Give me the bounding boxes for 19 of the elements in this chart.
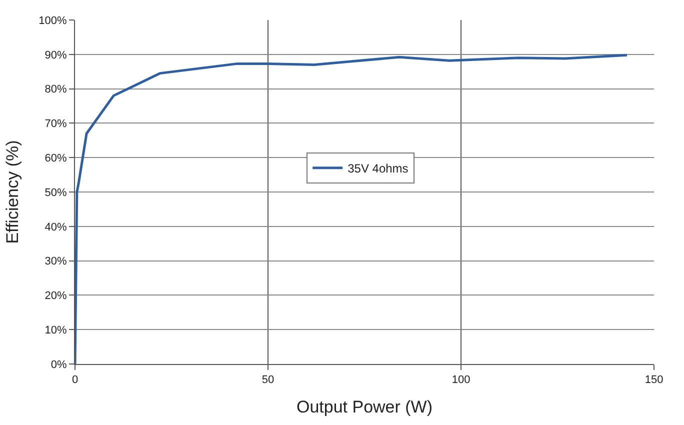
y-tick-label: 100% [38,14,68,27]
y-tick-label: 60% [44,152,68,164]
y-tick-label: 40% [44,221,68,234]
x-tick-label: 150 [644,374,664,386]
x-axis-title: Output Power (W) [296,398,433,417]
y-tick-label: 90% [44,49,68,62]
y-tick-label: 20% [44,290,68,302]
x-tick-label: 0 [72,374,78,386]
y-axis-title: Efficiency (%) [3,140,22,244]
y-tick-label: 50% [44,186,68,199]
y-tick-label: 70% [44,118,68,130]
y-tick-label: 10% [44,324,68,336]
legend-label: 35V 4ohms [348,162,408,176]
y-tick-label: 30% [44,256,68,268]
y-tick-label: 0% [50,358,68,371]
x-tick-label: 50 [262,374,274,386]
x-tick-label: 100 [452,374,470,386]
y-tick-label: 80% [44,84,68,96]
line-series [75,54,628,364]
